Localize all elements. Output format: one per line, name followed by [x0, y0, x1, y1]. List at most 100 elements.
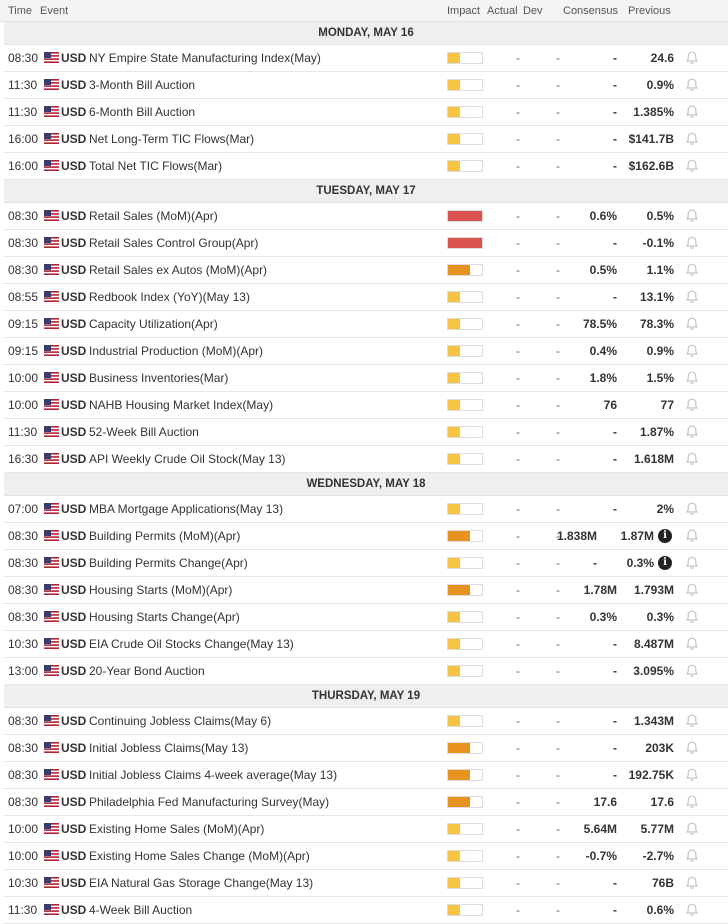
bell-icon[interactable] [684, 370, 700, 386]
table-row[interactable]: 13:00 USD 20-Year Bond Auction - - - 3.095% [4, 658, 728, 685]
event-name[interactable]: NY Empire State Manufacturing Index(May) [89, 51, 321, 65]
bell-icon[interactable] [684, 131, 700, 147]
info-icon[interactable]: i [658, 556, 672, 570]
event-name[interactable]: Building Permits Change(Apr) [89, 556, 248, 570]
bell-icon[interactable] [684, 397, 700, 413]
table-row[interactable]: 16:00 USD Net Long-Term TIC Flows(Mar) - - - $… [4, 126, 728, 153]
table-row[interactable]: 08:30 USD Housing Starts (MoM)(Apr) - - 1.78M… [4, 577, 728, 604]
table-row[interactable]: 07:00 USD MBA Mortgage Applications(May 13… [4, 496, 728, 523]
bell-icon[interactable] [684, 848, 700, 864]
event-name[interactable]: Net Long-Term TIC Flows(Mar) [89, 132, 255, 146]
bell-icon[interactable] [684, 262, 700, 278]
event-name[interactable]: Initial Jobless Claims 4-week average(Ma… [89, 768, 338, 782]
bell-icon[interactable] [684, 343, 700, 359]
event-name[interactable]: Redbook Index (YoY)(May 13) [89, 290, 250, 304]
bell-icon[interactable] [684, 208, 700, 224]
table-row[interactable]: 08:30 USD Retail Sales ex Autos (MoM)(Apr)… [4, 257, 728, 284]
table-row[interactable]: 16:00 USD Total Net TIC Flows(Mar) - - - $162.… [4, 153, 728, 180]
bell-icon[interactable] [684, 636, 700, 652]
table-row[interactable]: 09:15 USD Capacity Utilization(Apr) - - 78.5%… [4, 311, 728, 338]
header-consensus[interactable]: Consensus [563, 4, 619, 17]
table-row[interactable]: 11:30 USD 6-Month Bill Auction - - - 1.385% [4, 99, 728, 126]
bell-icon[interactable] [684, 794, 700, 810]
bell-icon[interactable] [684, 451, 700, 467]
table-row[interactable]: 08:30 USD Building Permits Change(Apr) - - - 0… [4, 550, 728, 577]
event-name[interactable]: Philadelphia Fed Manufacturing Survey(Ma… [89, 795, 330, 809]
impact-meter [447, 665, 483, 677]
table-row[interactable]: 08:30 USD Philadelphia Fed Manufacturing S… [4, 789, 728, 816]
table-row[interactable]: 10:00 USD Business Inventories(Mar) - - 1.8% 1… [4, 365, 728, 392]
bell-icon[interactable] [684, 424, 700, 440]
table-row[interactable]: 08:30 USD Continuing Jobless Claims(May 6)… [4, 708, 728, 735]
bell-icon[interactable] [684, 713, 700, 729]
table-row[interactable]: 10:00 USD NAHB Housing Market Index(May) - -… [4, 392, 728, 419]
table-row[interactable]: 08:30 USD Building Permits (MoM)(Apr) - -1.8… [4, 523, 728, 550]
table-row[interactable]: 08:30 USD Initial Jobless Claims(May 13) - -… [4, 735, 728, 762]
event-name[interactable]: Industrial Production (MoM)(Apr) [89, 344, 264, 358]
table-row[interactable]: 08:30 USD Retail Sales (MoM)(Apr) - - 0.6% 0.5… [4, 203, 728, 230]
event-name[interactable]: Retail Sales (MoM)(Apr) [89, 209, 218, 223]
table-row[interactable]: 10:30 USD EIA Natural Gas Storage Change(M… [4, 870, 728, 897]
table-row[interactable]: 16:30 USD API Weekly Crude Oil Stock(May 1… [4, 446, 728, 473]
header-impact[interactable]: Impact [447, 4, 481, 17]
table-row[interactable]: 08:30 USD Initial Jobless Claims 4-week av… [4, 762, 728, 789]
bell-icon[interactable] [684, 77, 700, 93]
table-row[interactable]: 11:30 USD 3-Month Bill Auction - - - 0.9% [4, 72, 728, 99]
table-row[interactable]: 08:30 USD Retail Sales Control Group(Apr) -… [4, 230, 728, 257]
event-name[interactable]: 3-Month Bill Auction [89, 78, 196, 92]
table-row[interactable]: 10:30 USD EIA Crude Oil Stocks Change(May … [4, 631, 728, 658]
info-icon[interactable]: i [658, 529, 672, 543]
table-row[interactable]: 10:00 USD Existing Home Sales (MoM)(Apr) - -… [4, 816, 728, 843]
table-row[interactable]: 08:55 USD Redbook Index (YoY)(May 13) - - - 13… [4, 284, 728, 311]
event-name[interactable]: Continuing Jobless Claims(May 6) [89, 714, 272, 728]
bell-icon[interactable] [684, 663, 700, 679]
event-name[interactable]: MBA Mortgage Applications(May 13) [89, 502, 284, 516]
bell-icon[interactable] [684, 902, 700, 918]
event-name[interactable]: 20-Year Bond Auction [89, 664, 205, 678]
event-name[interactable]: Existing Home Sales Change (MoM)(Apr) [89, 849, 310, 863]
event-name[interactable]: Building Permits (MoM)(Apr) [89, 529, 241, 543]
event-name[interactable]: Housing Starts Change(Apr) [89, 610, 240, 624]
bell-icon[interactable] [684, 582, 700, 598]
event-name[interactable]: API Weekly Crude Oil Stock(May 13) [89, 452, 286, 466]
table-row[interactable]: 11:30 USD 4-Week Bill Auction - - - 0.6% [4, 897, 728, 924]
table-row[interactable]: 08:30 USD Housing Starts Change(Apr) - - 0.3%… [4, 604, 728, 631]
bell-icon[interactable] [684, 501, 700, 517]
event-name[interactable]: 6-Month Bill Auction [89, 105, 196, 119]
bell-icon[interactable] [684, 50, 700, 66]
bell-icon[interactable] [684, 767, 700, 783]
bell-icon[interactable] [684, 158, 700, 174]
bell-icon[interactable] [684, 821, 700, 837]
header-previous[interactable]: Previous [628, 4, 671, 17]
event-name[interactable]: EIA Natural Gas Storage Change(May 13) [89, 876, 314, 890]
event-name[interactable]: Retail Sales Control Group(Apr) [89, 236, 259, 250]
event-name[interactable]: Retail Sales ex Autos (MoM)(Apr) [89, 263, 268, 277]
event-name[interactable]: Housing Starts (MoM)(Apr) [89, 583, 233, 597]
event-name[interactable]: Business Inventories(Mar) [89, 371, 229, 385]
bell-icon[interactable] [684, 528, 700, 544]
header-actual[interactable]: Actual [487, 4, 518, 17]
event-name[interactable]: 52-Week Bill Auction [89, 425, 199, 439]
table-row[interactable]: 08:30 USD NY Empire State Manufacturing In… [4, 45, 728, 72]
bell-icon[interactable] [684, 104, 700, 120]
event-name[interactable]: EIA Crude Oil Stocks Change(May 13) [89, 637, 294, 651]
header-event[interactable]: Event [40, 4, 69, 17]
table-row[interactable]: 10:00 USD Existing Home Sales Change (MoM)… [4, 843, 728, 870]
bell-icon[interactable] [684, 555, 700, 571]
event-name[interactable]: Capacity Utilization(Apr) [89, 317, 218, 331]
header-dev[interactable]: Dev [523, 4, 543, 17]
bell-icon[interactable] [684, 740, 700, 756]
bell-icon[interactable] [684, 289, 700, 305]
bell-icon[interactable] [684, 875, 700, 891]
bell-icon[interactable] [684, 609, 700, 625]
event-name[interactable]: Existing Home Sales (MoM)(Apr) [89, 822, 265, 836]
event-name[interactable]: Initial Jobless Claims(May 13) [89, 741, 249, 755]
table-row[interactable]: 09:15 USD Industrial Production (MoM)(Apr)… [4, 338, 728, 365]
event-name[interactable]: Total Net TIC Flows(Mar) [89, 159, 223, 173]
header-time[interactable]: Time [8, 4, 33, 17]
table-row[interactable]: 11:30 USD 52-Week Bill Auction - - - 1.87% [4, 419, 728, 446]
bell-icon[interactable] [684, 235, 700, 251]
event-name[interactable]: 4-Week Bill Auction [89, 903, 193, 917]
event-name[interactable]: NAHB Housing Market Index(May) [89, 398, 274, 412]
bell-icon[interactable] [684, 316, 700, 332]
